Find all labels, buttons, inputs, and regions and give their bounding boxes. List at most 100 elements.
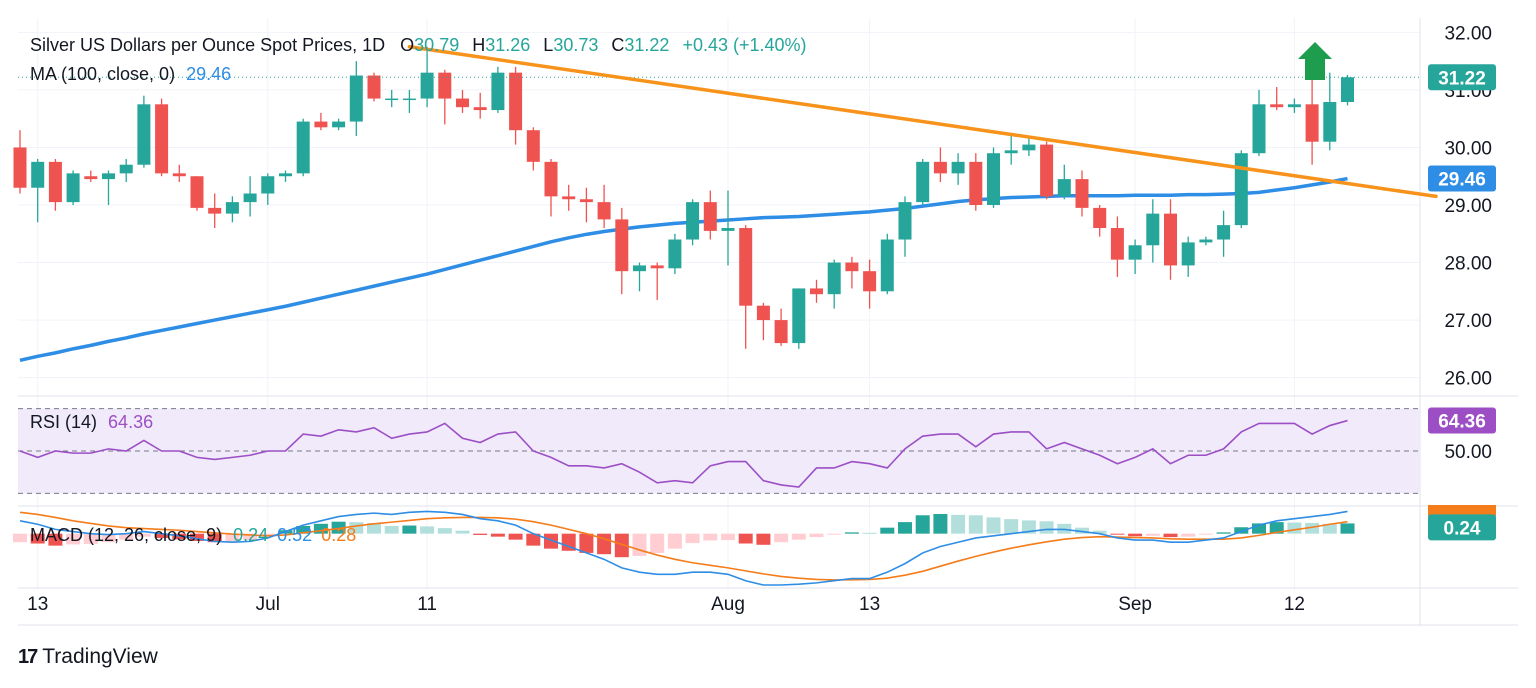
- macd-hist-bar: [933, 513, 948, 534]
- candle-body: [420, 72, 434, 99]
- price-tick-label: 28.00: [1444, 254, 1492, 275]
- macd-hist-bar: [119, 533, 134, 540]
- candle-body: [1323, 102, 1337, 142]
- candle-body: [792, 288, 806, 344]
- ma-badge-text: 29.46: [1438, 170, 1486, 191]
- candle-body: [650, 265, 664, 269]
- macd-hist-bar: [809, 533, 824, 538]
- candle-body: [933, 161, 947, 174]
- macd-hist-bar: [844, 532, 859, 534]
- macd-hist-bar: [898, 522, 912, 534]
- candle-body: [668, 239, 682, 269]
- macd-badge-bg: [1428, 514, 1496, 541]
- macd-hist-bar: [1163, 533, 1178, 538]
- macd-legend: MACD (12, 26, close, 9) 0.24 0.52 0.28: [30, 525, 356, 545]
- candle-body: [243, 193, 257, 203]
- signal-badge-bg: [1428, 505, 1496, 516]
- macd-hist-bar: [1252, 523, 1266, 534]
- macd-hist-bar: [296, 525, 311, 534]
- candle-body: [48, 161, 62, 203]
- price-tick-label: 30.00: [1444, 138, 1492, 159]
- candle-body: [1270, 104, 1284, 108]
- macd-hist-bar: [66, 533, 81, 545]
- candle-body: [686, 202, 700, 240]
- candle-body: [845, 262, 859, 272]
- trendline: [407, 45, 1438, 199]
- candle-body: [491, 72, 505, 111]
- macd-hist-bar: [1198, 533, 1213, 535]
- macd-hist-bar: [1322, 523, 1337, 534]
- macd-hist-bar: [579, 533, 594, 553]
- ma-line: [19, 176, 1348, 363]
- candle-body: [1075, 179, 1089, 208]
- macd-hist-bar: [685, 533, 700, 544]
- candle-body: [119, 164, 133, 174]
- candle-body: [473, 107, 487, 111]
- badges: 31.22 29.46 64.36 0.24: [1428, 64, 1496, 541]
- macd-hist-bar: [1181, 533, 1196, 537]
- candle-body: [810, 288, 823, 295]
- candle-body: [880, 239, 894, 292]
- macd-hist-bar: [437, 528, 452, 534]
- macd-hist-bar: [1075, 527, 1089, 534]
- macd-hist-bar: [791, 533, 806, 540]
- macd-hist-bar: [915, 515, 930, 534]
- candle-body: [31, 161, 45, 188]
- macd-hist-bar: [544, 533, 558, 549]
- candle-body: [756, 305, 770, 321]
- candle-body: [438, 72, 452, 99]
- candle-body: [562, 196, 576, 200]
- macd-hist-bar: [632, 533, 647, 556]
- legend-line-1: Silver US Dollars per Ounce Spot Prices,…: [30, 35, 807, 55]
- time-tick-label: 11: [417, 594, 437, 615]
- time-tick-label: 12: [1284, 594, 1305, 615]
- legend-h-label: H: [472, 35, 485, 55]
- macd-hist-bar: [1039, 521, 1054, 534]
- price-tick-label: 27.00: [1444, 311, 1492, 332]
- candle-body: [579, 199, 593, 203]
- macd-hist-bar: [331, 521, 346, 534]
- macd-hist-bar: [1004, 519, 1019, 534]
- candle-body: [225, 202, 239, 214]
- macd-hist-bar: [614, 533, 629, 558]
- macd-hist-bar: [1145, 533, 1160, 536]
- tradingview-logo-icon: 17: [18, 645, 38, 668]
- candle-body: [1199, 239, 1213, 243]
- candle-body: [1004, 150, 1018, 154]
- macd-hist-bar: [13, 533, 27, 543]
- candle-body: [703, 202, 717, 231]
- candle-body: [633, 265, 646, 272]
- rsi-panel: 50.00: [18, 408, 1492, 494]
- macd-hist-bar: [260, 533, 275, 536]
- candle-body: [774, 320, 788, 344]
- candle-body: [349, 75, 363, 122]
- tradingview-logo[interactable]: 17 TradingView: [18, 645, 158, 669]
- up-arrow-icon: [1298, 42, 1332, 80]
- macd-label: MACD (12, 26, close, 9): [30, 525, 222, 545]
- macd-hist-bar: [508, 533, 523, 540]
- candle-body: [987, 153, 1000, 205]
- macd-hist-bar: [1269, 522, 1284, 534]
- candle-body: [827, 262, 841, 295]
- rsi-badge-text: 64.36: [1438, 412, 1486, 433]
- candle-body: [863, 271, 877, 292]
- rsi-legend: RSI (14) 64.36: [30, 412, 153, 432]
- candle-body: [1146, 213, 1160, 246]
- macd-hist-bar: [703, 533, 718, 541]
- macd-hist-bar: [30, 533, 45, 544]
- candle-body: [509, 72, 523, 131]
- candle-body: [332, 121, 346, 128]
- candle-body: [597, 202, 611, 220]
- macd-signal-line: [19, 511, 1348, 581]
- rsi-band: [18, 408, 1420, 494]
- macd-hist-bar: [313, 523, 328, 534]
- macd-hist-bar: [402, 525, 417, 534]
- macd-hist-bar: [83, 533, 98, 544]
- legend-change: +0.43 (+1.40%): [682, 35, 806, 55]
- candle-body: [102, 173, 115, 180]
- time-tick-label: 13: [27, 594, 48, 615]
- candle-body: [1110, 228, 1124, 260]
- candle-body: [1164, 213, 1177, 266]
- legend-h-value: 31.26: [485, 35, 530, 55]
- candle-body: [1040, 144, 1054, 197]
